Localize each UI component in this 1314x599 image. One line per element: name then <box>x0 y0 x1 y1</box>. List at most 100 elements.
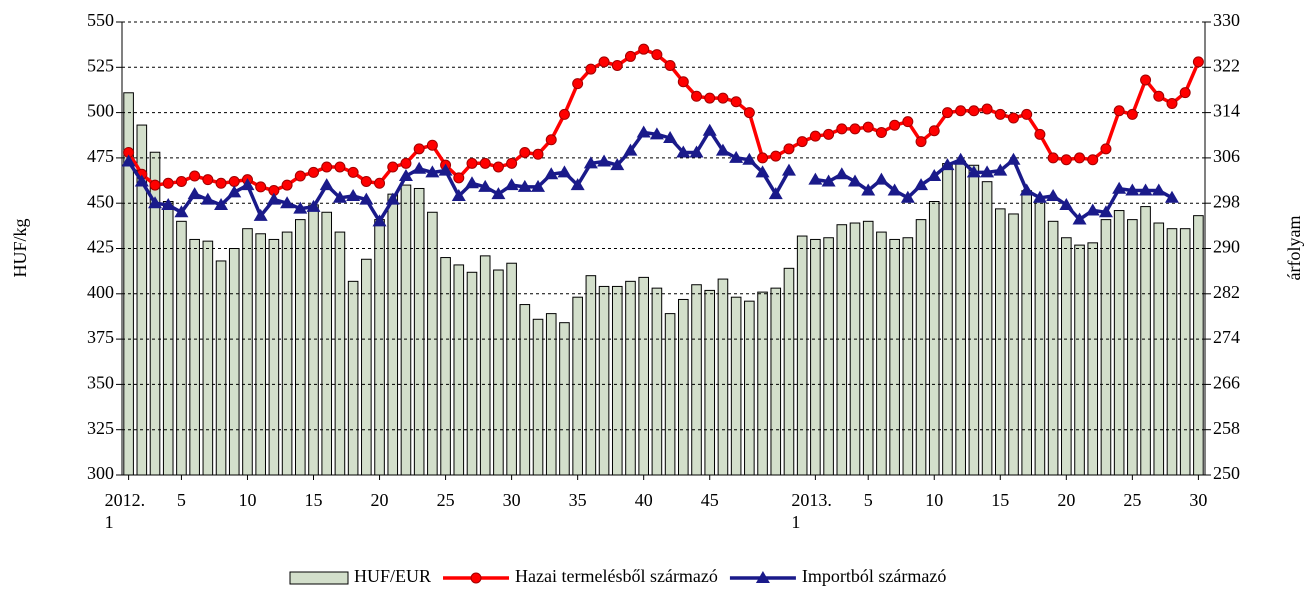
marker <box>636 125 651 138</box>
marker <box>385 192 400 205</box>
marker <box>470 572 482 584</box>
legend-label: Importból származó <box>802 566 946 586</box>
y-tick-label: 550 <box>87 10 114 30</box>
marker <box>887 183 902 196</box>
bar <box>717 278 729 476</box>
marker <box>836 123 848 135</box>
marker <box>875 127 887 139</box>
y-tick-label: 400 <box>87 282 114 302</box>
marker <box>597 154 612 167</box>
bar <box>532 318 544 476</box>
marker <box>1074 152 1086 164</box>
bar <box>202 240 214 476</box>
x-tick-label: 25 <box>436 490 455 510</box>
marker <box>768 187 783 200</box>
x-tick-label: 10 <box>238 490 257 510</box>
marker <box>506 157 518 169</box>
marker <box>544 167 559 180</box>
legend-swatch <box>289 571 349 585</box>
marker <box>479 157 491 169</box>
marker <box>953 152 968 165</box>
y-tick-label: 325 <box>87 418 114 438</box>
marker <box>1085 203 1100 216</box>
marker <box>398 169 413 182</box>
marker <box>1192 56 1204 68</box>
y-tick-label: 350 <box>87 373 114 393</box>
marker <box>464 176 479 189</box>
marker <box>664 59 676 71</box>
marker <box>583 156 598 169</box>
marker <box>360 175 372 187</box>
marker <box>215 177 227 189</box>
marker <box>1046 188 1061 201</box>
x-tick-label: 20 <box>370 490 389 510</box>
bar <box>942 163 953 476</box>
marker <box>796 136 808 148</box>
marker <box>387 161 399 173</box>
marker <box>227 185 242 198</box>
marker <box>1153 90 1165 102</box>
marker <box>347 166 359 178</box>
marker <box>214 198 229 211</box>
marker <box>1047 152 1059 164</box>
y-tick-label: 475 <box>87 146 114 166</box>
y2-tick-label: 314 <box>1213 101 1240 121</box>
bar <box>1166 228 1178 476</box>
y2-tick-label: 258 <box>1213 418 1240 438</box>
marker <box>783 143 795 155</box>
y2-tick-label: 282 <box>1213 282 1240 302</box>
marker <box>902 116 914 128</box>
bar <box>1153 222 1165 476</box>
bar <box>1008 213 1019 476</box>
marker <box>742 152 757 165</box>
bar <box>664 313 676 476</box>
marker <box>585 63 597 75</box>
y2-tick-label: 266 <box>1213 373 1240 393</box>
marker <box>1034 128 1046 140</box>
marker <box>374 177 386 189</box>
marker <box>280 196 295 209</box>
x-tick-label: 2013. 1 <box>791 490 832 532</box>
marker <box>1138 183 1153 196</box>
marker <box>294 170 306 182</box>
marker <box>321 161 333 173</box>
bar <box>347 280 359 476</box>
bar <box>928 201 940 476</box>
marker <box>200 192 215 205</box>
bar <box>981 181 993 476</box>
marker <box>412 161 427 174</box>
bar <box>704 289 716 476</box>
y-tick-label: 375 <box>87 327 114 347</box>
marker <box>1112 181 1127 194</box>
marker <box>1019 183 1034 196</box>
marker <box>730 96 742 108</box>
marker <box>715 143 730 156</box>
marker <box>517 179 532 192</box>
bar <box>757 291 768 476</box>
marker <box>1021 108 1033 120</box>
marker <box>162 177 174 189</box>
bar <box>479 255 491 476</box>
line <box>127 47 1201 193</box>
marker <box>689 145 704 158</box>
bar <box>1061 237 1072 476</box>
y2-tick-label: 322 <box>1213 55 1240 75</box>
legend-label: Hazai termelésből származó <box>515 566 718 586</box>
x-tick-label: 30 <box>502 490 521 510</box>
bar <box>638 276 649 476</box>
y2-tick-label: 274 <box>1213 327 1240 347</box>
bar <box>678 298 689 476</box>
marker <box>187 187 202 200</box>
x-tick-label: 25 <box>1123 490 1142 510</box>
marker <box>1164 190 1179 203</box>
marker <box>900 190 915 203</box>
marker <box>849 123 861 135</box>
marker <box>332 190 347 203</box>
marker <box>189 170 201 182</box>
bar <box>255 233 266 476</box>
marker <box>821 174 836 187</box>
bar <box>770 287 782 476</box>
bar <box>413 187 425 476</box>
marker <box>426 139 438 151</box>
